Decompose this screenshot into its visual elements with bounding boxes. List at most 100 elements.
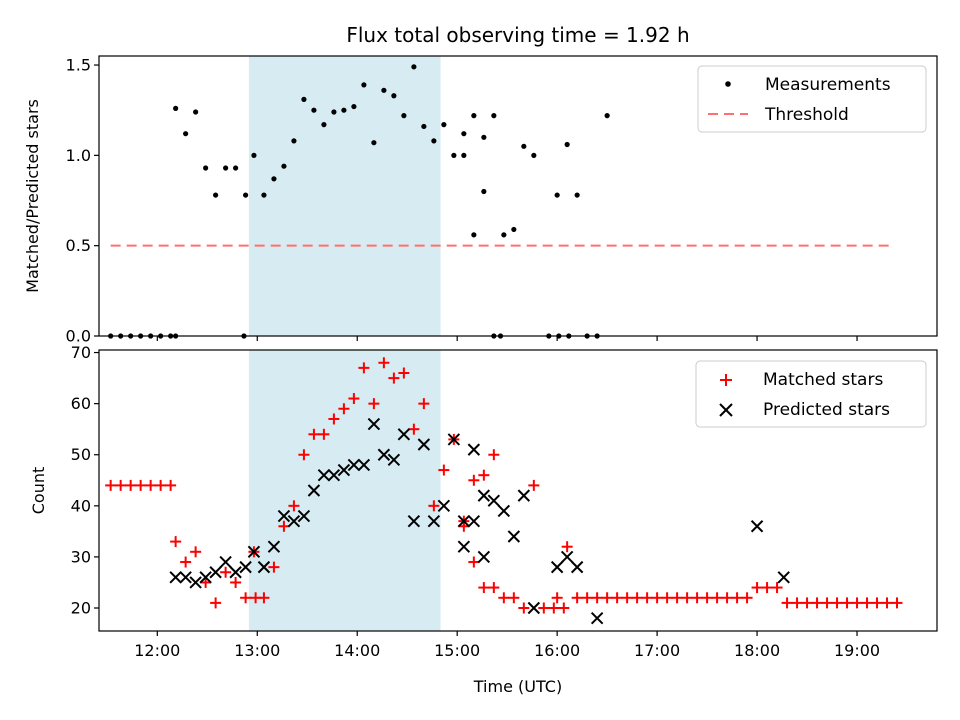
matched-star-point (761, 582, 773, 594)
count-panel: 20 30 40 50 60 70 12:00 13:00 14:00 15:00 16:00 17… (29, 343, 938, 696)
matched-star-point (518, 602, 530, 614)
matched-star-point (358, 362, 370, 374)
measurement-point (321, 122, 327, 128)
matched-star-point (651, 592, 663, 604)
matched-star-point (781, 597, 793, 609)
matched-star-point (258, 592, 270, 604)
predicted-star-point (327, 468, 341, 482)
observing-window-shade-bottom (248, 350, 441, 631)
measurement-point (193, 109, 199, 115)
predicted-star-point (169, 571, 182, 584)
y-tick-label: 1.5 (66, 56, 91, 75)
measurement-point (604, 113, 610, 119)
predicted-star-point (337, 463, 351, 477)
measurement-point (271, 176, 277, 182)
x-axis-label: Time (UTC) (473, 677, 562, 696)
predicted-star-point (277, 509, 291, 523)
measurement-point (564, 141, 570, 148)
predicted-star-point (417, 438, 431, 451)
y-tick-label: 40 (71, 496, 91, 515)
matched-star-point (611, 592, 623, 604)
measurement-point (243, 192, 249, 198)
matched-star-point (841, 597, 853, 609)
matched-star-point (581, 592, 593, 604)
predicted-star-point (750, 520, 764, 533)
matched-star-point (210, 597, 222, 609)
predicted-legend-marker (719, 403, 733, 417)
predicted-star-point (467, 443, 481, 456)
matched-star-point (731, 592, 743, 604)
matched-star-point (488, 449, 500, 461)
x-tick-label: 15:00 (434, 641, 480, 660)
measurement-point (291, 138, 297, 144)
matched-star-point (851, 597, 863, 609)
measurement-point (531, 152, 537, 158)
matched-star-point (811, 597, 823, 609)
measurement-point (421, 123, 427, 130)
matched-star-point (155, 479, 167, 491)
x-axis-ticks-bottom: 12:00 13:00 14:00 15:00 16:00 17:00 18:00 19:00 (134, 631, 880, 660)
y-tick-label: 50 (71, 445, 91, 464)
matched-star-point (125, 479, 137, 491)
predicted-star-point (377, 448, 391, 461)
predicted-star-point (457, 540, 471, 553)
matched-star-point (871, 597, 883, 609)
x-tick-label: 18:00 (734, 641, 780, 660)
matched-star-point (681, 592, 693, 604)
matched-star-point (551, 592, 563, 604)
matched-star-point (691, 592, 703, 604)
x-tick-label: 17:00 (634, 641, 680, 660)
matched-star-point (408, 423, 420, 435)
measurement-point (461, 152, 467, 158)
measurement-point (251, 152, 257, 158)
predicted-star-point (487, 494, 501, 507)
predicted-star-point (407, 514, 421, 528)
predicted-star-point (497, 504, 511, 518)
matched-star-point (388, 372, 400, 384)
measurement-point (471, 113, 477, 119)
predicted-star-point (179, 571, 192, 584)
measurement-point (351, 103, 357, 110)
measurement-point (491, 113, 497, 119)
x-tick-label: 19:00 (834, 641, 880, 660)
predicted-star-point (209, 566, 222, 579)
predicted-star-point (477, 489, 491, 502)
measurement-point (521, 143, 527, 149)
legend-box-bottom (695, 360, 927, 428)
matched-star-point (801, 597, 813, 609)
matched-stars-points (105, 357, 903, 614)
matched-star-point (641, 592, 653, 604)
observing-window-shade (248, 56, 441, 336)
predicted-star-point (570, 560, 584, 574)
matched-star-point (558, 602, 570, 614)
measurement-point (371, 140, 377, 146)
measurement-point (203, 165, 209, 171)
predicted-star-point (257, 560, 271, 574)
predicted-star-point (189, 576, 202, 589)
matched-star-point (671, 592, 683, 604)
matched-star-point (721, 592, 733, 604)
measurement-point (401, 113, 407, 119)
measurement-point (471, 232, 477, 238)
predicted-star-point (297, 509, 311, 523)
y-tick-label: 0.5 (66, 236, 91, 255)
matched-star-point (398, 367, 410, 379)
matched-star-point (368, 398, 380, 410)
predicted-star-point (527, 601, 541, 615)
measurement-point (281, 163, 287, 169)
measurement-point (481, 134, 487, 140)
y-tick-label: 0.0 (66, 327, 91, 346)
plot-frame-top (98, 55, 938, 337)
matched-star-point (771, 582, 783, 594)
matched-star-point (170, 536, 182, 548)
predicted-star-point (357, 458, 371, 472)
matched-star-point (711, 592, 723, 604)
matched-star-point (881, 597, 893, 609)
matched-star-point (661, 592, 673, 604)
matched-star-point (741, 592, 753, 604)
matched-star-point (548, 602, 560, 614)
matched-star-point (165, 479, 177, 491)
matched-star-point (338, 403, 350, 415)
x-tick-label: 12:00 (134, 641, 180, 660)
matched-star-point (240, 592, 252, 604)
